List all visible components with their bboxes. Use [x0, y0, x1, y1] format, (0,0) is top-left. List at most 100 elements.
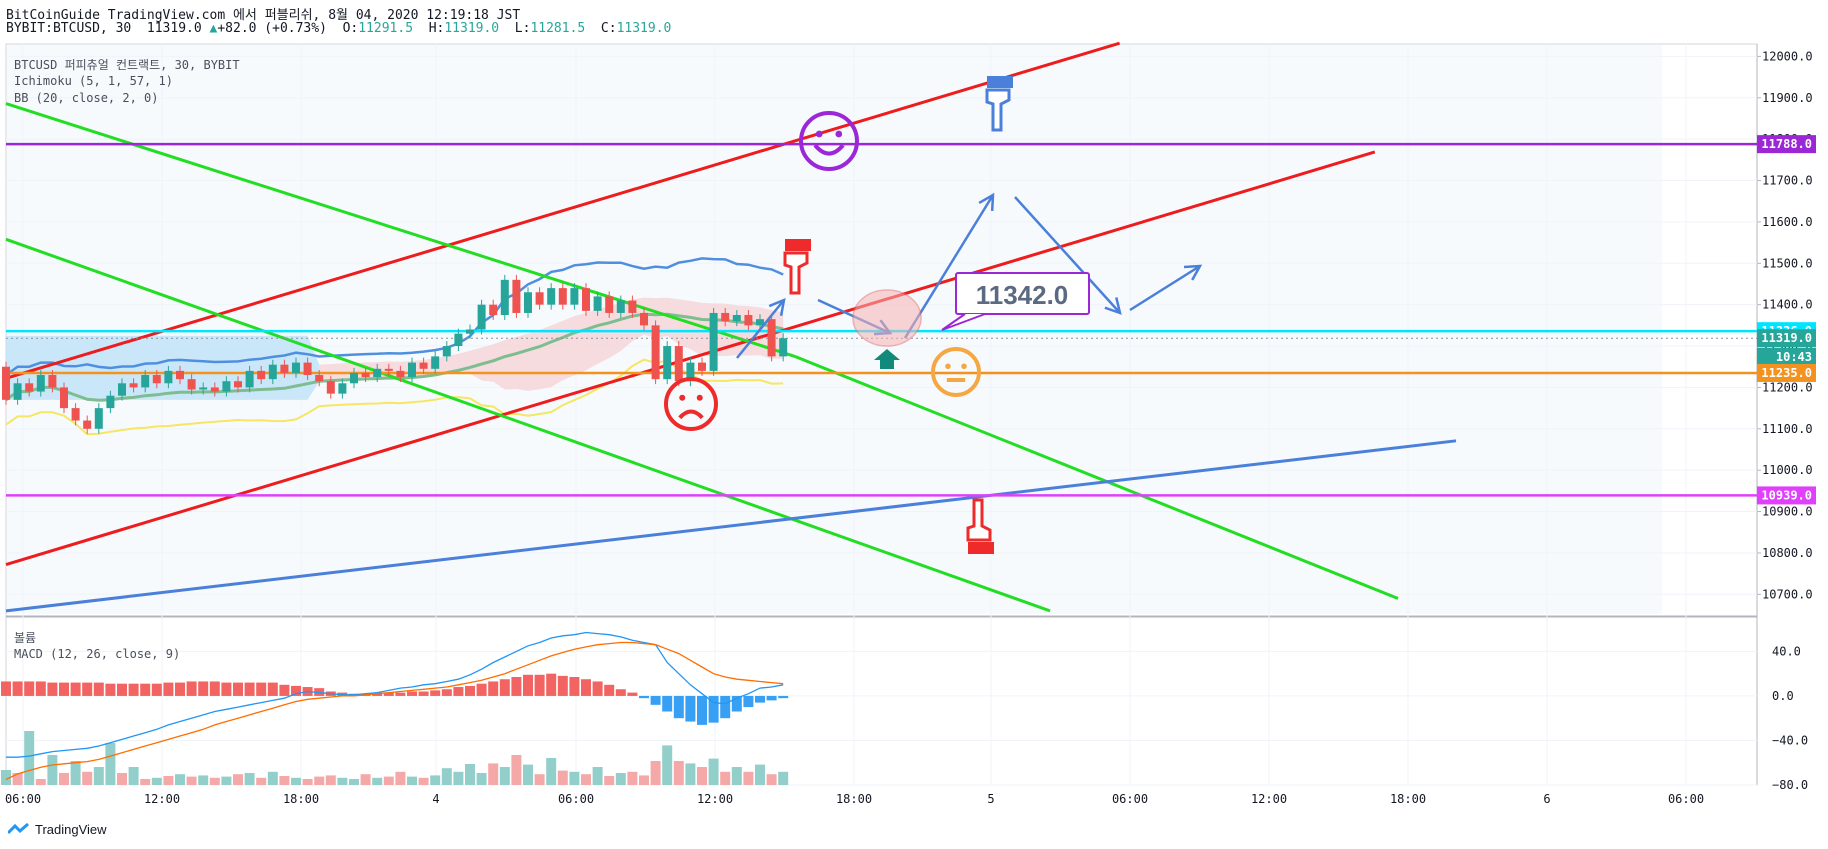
legend-volume[interactable]: 볼륨 [14, 631, 37, 645]
candle [616, 300, 625, 313]
volume-bar [325, 775, 336, 785]
macd-histogram-bar [685, 695, 696, 722]
macd-histogram-bar [291, 685, 301, 696]
time-tick-label: 06:00 [558, 792, 594, 806]
macd-histogram-bar [117, 683, 127, 696]
volume-bar [418, 777, 429, 785]
macd-histogram-bar [244, 682, 255, 696]
macd-histogram-bar [395, 692, 406, 696]
happy-face-icon [799, 111, 859, 171]
volume-bar [697, 767, 707, 785]
macd-histogram-bar [441, 689, 452, 696]
ohlc-line: BYBIT:BTCUSD, 30 11319.0 ▲+82.0 (+0.73%)… [6, 21, 672, 36]
tradingview-logo-icon [8, 823, 29, 835]
volume-bar [592, 767, 603, 785]
candle [431, 356, 440, 369]
volume-bar [198, 775, 209, 785]
projection-arrow [1014, 196, 1122, 315]
macd-histogram-bar [581, 679, 591, 696]
candle [489, 304, 498, 316]
candle [268, 364, 277, 380]
time-tick-label: 06:00 [1668, 792, 1704, 806]
symbol-label: BYBIT:BTCUSD, 30 [6, 21, 132, 36]
chart-svg[interactable]: 12000.011900.011800.011700.011600.011500… [0, 0, 1828, 820]
volume-bar [383, 776, 394, 785]
macd-tick-label: 0.0 [1772, 689, 1794, 703]
candle [373, 368, 382, 378]
candle [663, 346, 672, 380]
volume-bar [59, 773, 69, 785]
volume-bar [557, 770, 568, 785]
macd-histogram-bar [175, 682, 185, 696]
candle [210, 387, 219, 392]
trend-line [794, 355, 1399, 600]
macd-histogram-bar [453, 687, 464, 696]
macd-histogram-bar [755, 695, 765, 703]
macd-histogram-bar [650, 695, 661, 705]
volume-bar [140, 779, 151, 785]
price-label-box [1757, 363, 1816, 382]
footer-brand[interactable]: TradingView [8, 822, 107, 837]
volume-bar [627, 771, 638, 785]
volume-bar [372, 777, 383, 785]
candle [71, 408, 80, 421]
macd-histogram-bar [523, 674, 533, 696]
macd-histogram-bar [673, 695, 684, 719]
time-tick-label: 18:00 [283, 792, 319, 806]
volume-bar [407, 776, 417, 785]
macd-tick-label: −80.0 [1772, 778, 1808, 792]
candle [512, 279, 521, 313]
price-tick-label: 11600.0 [1762, 215, 1813, 229]
volume-bar [279, 776, 290, 785]
volume-bar [731, 767, 742, 785]
publish-line: BitCoinGuide TradingView.com 에서 퍼블리쉬, 8월… [6, 8, 521, 23]
legend-ichimoku[interactable]: Ichimoku (5, 1, 57, 1) [14, 74, 173, 88]
volume-bar [35, 779, 46, 785]
volume-bar [476, 773, 487, 785]
volume-bar [778, 771, 789, 785]
trend-line [5, 439, 1457, 613]
candle [303, 362, 312, 376]
candle [674, 346, 683, 382]
trend-line [5, 102, 796, 358]
macd-histogram-bar [407, 691, 417, 696]
candle [686, 362, 695, 382]
candle [779, 338, 788, 357]
volume-bar [186, 776, 197, 785]
macd-histogram-bar [720, 695, 731, 719]
candle [419, 362, 428, 369]
legend-macd[interactable]: MACD (12, 26, close, 9) [14, 647, 181, 661]
price-tick-label: 11000.0 [1762, 463, 1813, 477]
candle [234, 381, 242, 388]
volume-bar [128, 767, 139, 785]
volume-bar [360, 774, 371, 785]
volume-bar [430, 775, 441, 785]
price-change: +82.0 (+0.73%) [217, 21, 327, 36]
last-price: 11319.0 [146, 21, 202, 36]
candle [94, 408, 103, 429]
volume-bar [244, 773, 255, 785]
candle [640, 312, 648, 326]
volume-bar [337, 777, 348, 785]
candle [408, 362, 416, 378]
macd-histogram-bar [557, 675, 568, 696]
volume-bar [302, 779, 313, 785]
time-tick-label: 06:00 [5, 792, 41, 806]
volume-bar [511, 755, 522, 785]
price-tick-label: 11500.0 [1762, 256, 1813, 270]
macd-histogram-bar [499, 679, 510, 696]
legend-bb[interactable]: BB (20, close, 2, 0) [14, 91, 159, 105]
macd-histogram-bar [592, 681, 603, 696]
volume-bar [209, 777, 220, 785]
candle [396, 370, 405, 378]
candle [13, 383, 22, 400]
macd-histogram-bar [534, 674, 545, 696]
price-label-text: 11788.0 [1761, 137, 1812, 151]
candle [199, 387, 208, 390]
volume-bar [523, 764, 533, 785]
macd-series-line [5, 641, 784, 780]
candle [292, 362, 300, 373]
callout-pointer [941, 313, 986, 331]
candle [558, 288, 567, 305]
price-tick-label: 11900.0 [1762, 91, 1813, 105]
